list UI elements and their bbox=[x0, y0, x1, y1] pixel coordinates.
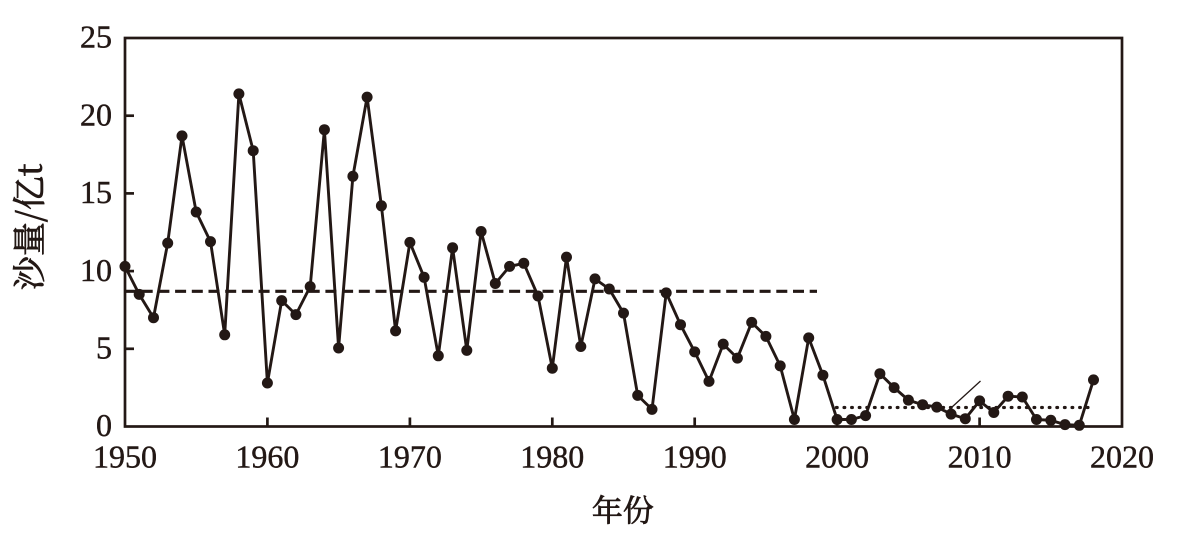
svg-text:2010: 2010 bbox=[948, 438, 1012, 474]
svg-text:1990: 1990 bbox=[663, 438, 727, 474]
svg-text:1960: 1960 bbox=[235, 438, 299, 474]
svg-text:25: 25 bbox=[80, 19, 112, 55]
svg-text:5: 5 bbox=[96, 330, 112, 366]
svg-text:1970: 1970 bbox=[378, 438, 442, 474]
svg-text:0: 0 bbox=[96, 407, 112, 443]
svg-text:10: 10 bbox=[80, 252, 112, 288]
svg-text:20: 20 bbox=[80, 96, 112, 132]
svg-text:1980: 1980 bbox=[520, 438, 584, 474]
svg-text:15: 15 bbox=[80, 174, 112, 210]
svg-text:2000: 2000 bbox=[805, 438, 869, 474]
svg-text:1950: 1950 bbox=[93, 438, 157, 474]
svg-text:2020: 2020 bbox=[1090, 438, 1154, 474]
